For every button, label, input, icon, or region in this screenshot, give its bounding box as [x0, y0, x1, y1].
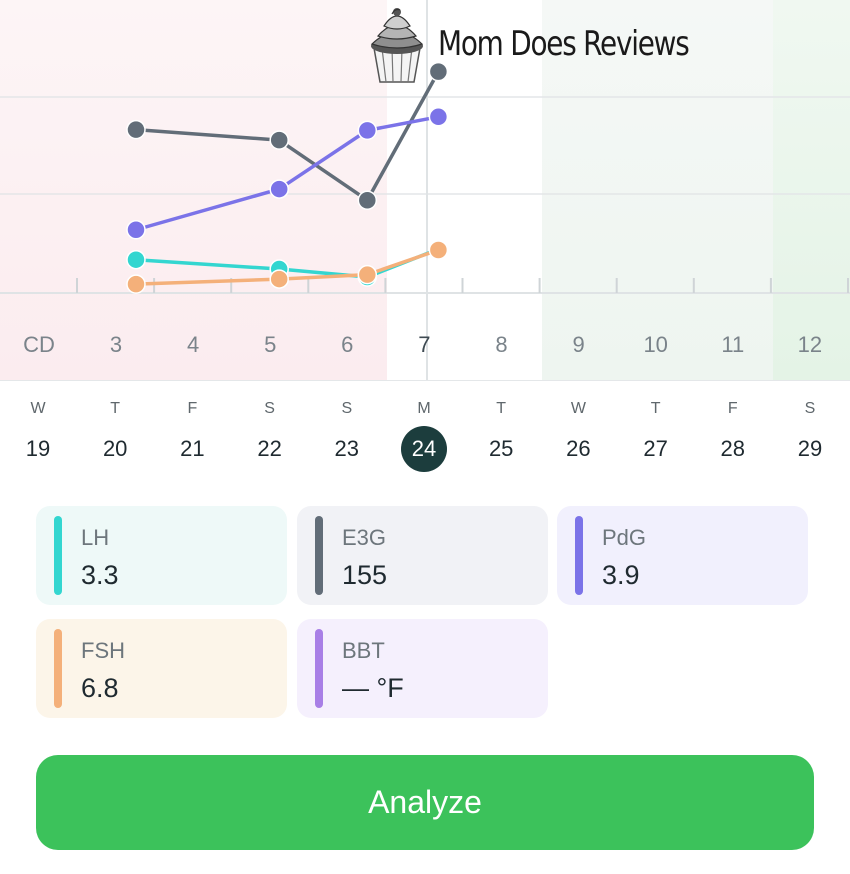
- day-of-week: F: [187, 400, 198, 417]
- lh-data-point: [126, 249, 146, 270]
- fsh-reading-card[interactable]: FSH 6.8: [36, 619, 287, 718]
- date-number: 21: [180, 436, 205, 461]
- pdg-label: PdG: [602, 525, 647, 550]
- cycle-day-tick: 4: [186, 332, 200, 357]
- pdg-data-point: [126, 220, 146, 240]
- date-number: 19: [25, 436, 51, 461]
- cycle-day-axis: CD 3 4 5 6 7 8 9 10 11 12: [0, 332, 850, 366]
- cycle-day-label: CD: [23, 332, 55, 357]
- hormone-chart: CD 3 4 5 6 7 8 9 10 11 12: [0, 0, 850, 381]
- e3g-data-point: [126, 119, 146, 140]
- e3g-data-point: [357, 190, 378, 210]
- day-of-week: T: [650, 400, 661, 417]
- cycle-day-tick: 9: [572, 332, 585, 357]
- fertile-phase-band: [542, 0, 773, 381]
- date-number: 23: [334, 436, 360, 461]
- bbt-color-bar: [315, 629, 323, 708]
- cycle-day-tick: 11: [721, 332, 745, 357]
- cycle-day-tick: 12: [797, 332, 823, 357]
- calendar-day[interactable]: S 23: [317, 398, 377, 472]
- week-strip: W 19 T 20 F 21 S 22 S 23 M 24 T 25 W 26 T 27 F 28 S 29: [0, 398, 850, 478]
- lh-value: 3.3: [81, 560, 119, 590]
- fsh-series-line: [135, 248, 439, 286]
- day-of-week: S: [264, 400, 275, 417]
- e3g-value: 155: [342, 560, 388, 590]
- peak-phase-band: [773, 0, 850, 381]
- cycle-day-tick: 7: [418, 332, 431, 357]
- pdg-reading-card[interactable]: PdG 3.9: [557, 506, 808, 605]
- e3g-color-bar: [315, 516, 323, 595]
- bbt-reading-card[interactable]: BBT — °F: [297, 619, 548, 718]
- e3g-series-line: [135, 70, 440, 202]
- bbt-label: BBT: [342, 638, 385, 663]
- cycle-day-tick: 5: [264, 332, 277, 357]
- fsh-label: FSH: [81, 638, 125, 663]
- date-number: 25: [488, 436, 514, 461]
- day-of-week: W: [30, 400, 46, 417]
- cycle-day-tick: 6: [341, 332, 354, 357]
- watermark-text: Mom Does Reviews: [438, 24, 690, 64]
- calendar-day[interactable]: F 21: [162, 398, 222, 472]
- day-of-week: T: [110, 400, 121, 417]
- pdg-series-line: [135, 115, 439, 232]
- lh-color-bar: [54, 516, 62, 595]
- fsh-data-point: [269, 269, 289, 289]
- pdg-data-point: [428, 107, 449, 127]
- pdg-color-bar: [575, 516, 583, 595]
- fsh-data-point: [428, 240, 449, 260]
- pdg-data-point: [269, 179, 289, 199]
- selected-date: 24: [401, 426, 447, 472]
- analyze-button[interactable]: Analyze: [36, 755, 814, 850]
- e3g-data-point: [269, 130, 289, 150]
- hormone-chart-plot: [0, 0, 850, 381]
- cycle-day-tick: 8: [495, 332, 508, 357]
- pdg-value: 3.9: [602, 560, 640, 590]
- date-number: 27: [643, 436, 668, 461]
- pdg-data-point: [357, 120, 378, 141]
- bbt-value: — °F: [342, 673, 404, 703]
- cycle-day-tick: 10: [643, 332, 668, 357]
- fsh-color-bar: [54, 629, 62, 708]
- date-number: 28: [720, 436, 746, 461]
- calendar-day[interactable]: W 26: [548, 398, 608, 472]
- calendar-day[interactable]: F 28: [703, 398, 763, 472]
- calendar-day[interactable]: S 29: [780, 398, 840, 472]
- cycle-day-tick: 3: [109, 332, 123, 357]
- day-of-week: T: [496, 400, 507, 417]
- date-number: 22: [257, 436, 282, 461]
- calendar-day[interactable]: W 19: [8, 398, 68, 472]
- mom-does-reviews-watermark: Mom Does Reviews: [362, 2, 692, 86]
- calendar-day[interactable]: T 25: [471, 398, 531, 472]
- date-number: 26: [566, 436, 591, 461]
- chart-divider: [0, 380, 850, 381]
- calendar-day[interactable]: T 20: [85, 398, 145, 472]
- calendar-day[interactable]: T 27: [626, 398, 686, 472]
- e3g-data-point: [428, 61, 449, 82]
- fsh-data-point: [126, 274, 146, 294]
- menstrual-phase-band: [0, 0, 387, 381]
- cupcake-icon: [370, 8, 424, 83]
- fsh-value: 6.8: [81, 673, 119, 703]
- day-of-week: S: [804, 400, 816, 417]
- lh-label: LH: [81, 525, 110, 550]
- day-of-week: M: [417, 400, 431, 417]
- day-of-week: W: [570, 400, 586, 417]
- e3g-label: E3G: [342, 525, 387, 550]
- fsh-data-point: [357, 264, 378, 285]
- e3g-reading-card[interactable]: E3G 155: [297, 506, 548, 605]
- day-of-week: F: [727, 400, 738, 417]
- lh-reading-card[interactable]: LH 3.3: [36, 506, 287, 605]
- calendar-day[interactable]: S 22: [240, 398, 300, 472]
- date-number: 29: [797, 436, 823, 461]
- day-of-week: S: [341, 400, 353, 417]
- date-number: 20: [102, 436, 128, 461]
- calendar-day[interactable]: M 24: [394, 398, 454, 472]
